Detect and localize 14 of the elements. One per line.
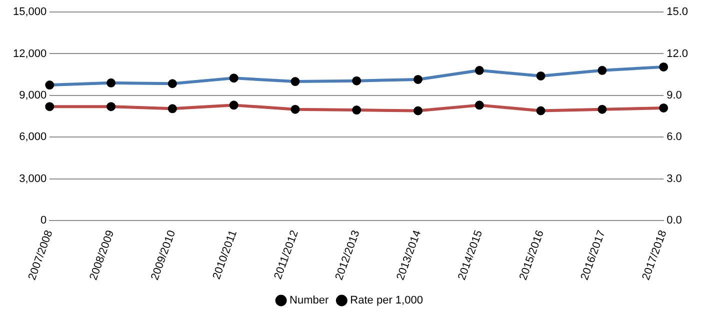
y2-tick-label: 9.0 bbox=[666, 89, 682, 102]
legend-label: Rate per 1,000 bbox=[350, 294, 423, 307]
y2-tick-label: 0.0 bbox=[666, 214, 682, 227]
y2-tick-label: 15.0 bbox=[666, 6, 688, 18]
y2-tick-label: 3.0 bbox=[666, 172, 682, 185]
y2-tick-label: 6.0 bbox=[666, 131, 682, 144]
y-tick-label: 9,000 bbox=[19, 89, 47, 102]
y-tick-label: 0 bbox=[40, 214, 47, 227]
y-tick-label: 3,000 bbox=[19, 172, 47, 185]
y-tick-label: 6,000 bbox=[19, 131, 47, 144]
y-tick-label: 12,000 bbox=[12, 48, 47, 60]
y-tick-label: 15,000 bbox=[12, 6, 47, 18]
legend-label: Number bbox=[290, 294, 330, 307]
y2-tick-label: 12.0 bbox=[666, 48, 688, 60]
